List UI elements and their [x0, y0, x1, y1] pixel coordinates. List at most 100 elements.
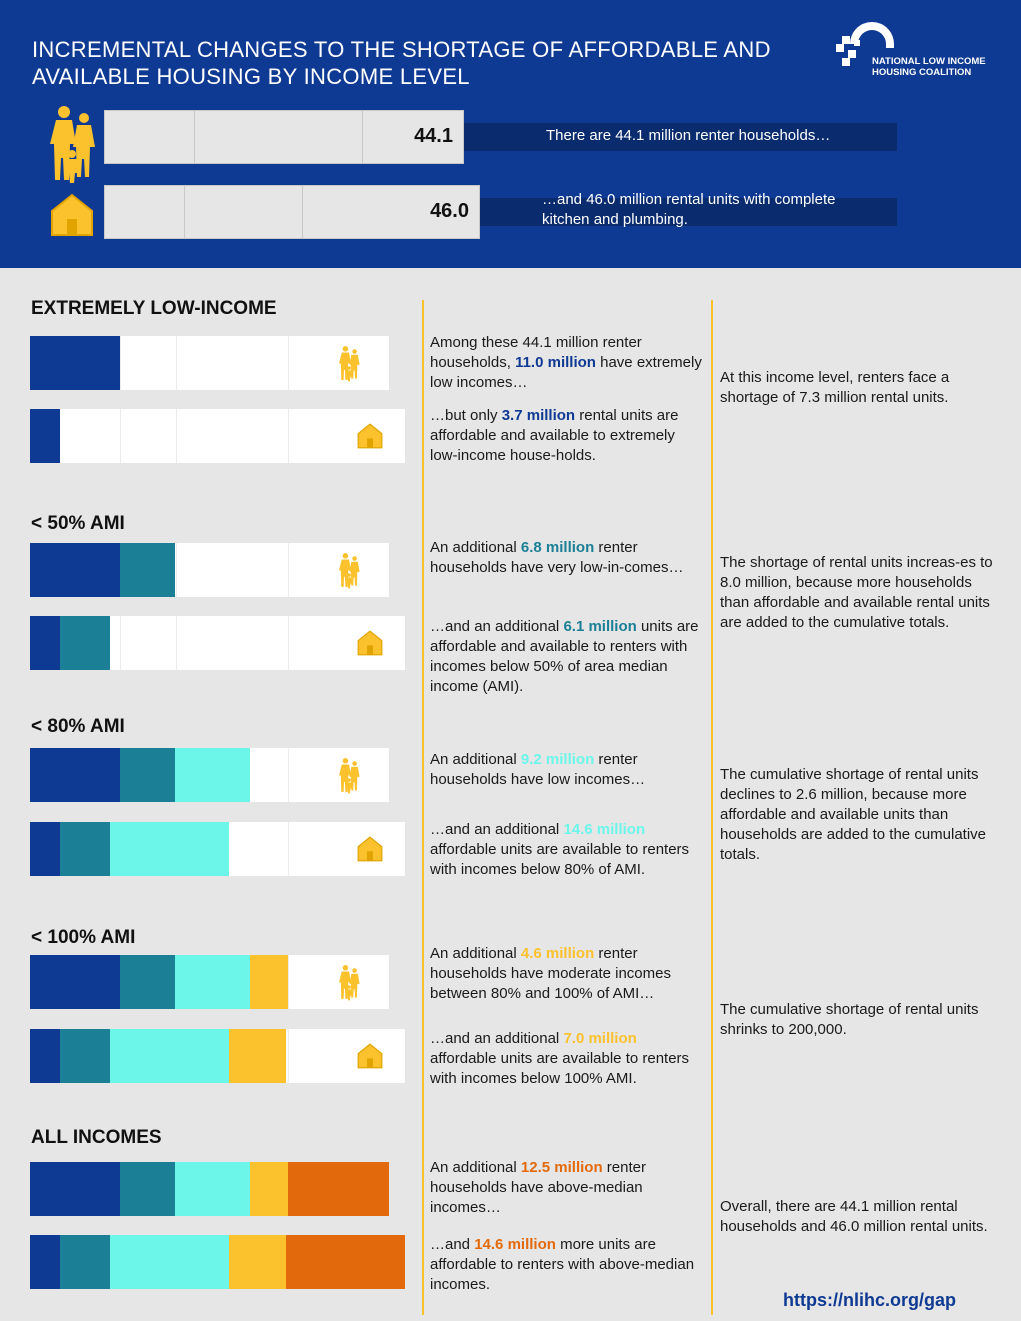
bar-segment-ami50: [119, 1162, 176, 1216]
bar-segment-above: [287, 1162, 390, 1216]
bar-segment-eli: [30, 748, 120, 802]
house-icon: [357, 836, 383, 867]
logo-mark-icon: [836, 22, 894, 66]
bar-segment-eli: [30, 822, 61, 876]
all-summary: Overall, there are 44.1 million rental h…: [720, 1198, 988, 1235]
bar-segment-ami80: [175, 955, 251, 1009]
all-households-bar: [30, 1162, 390, 1216]
ami80-units-highlight: 14.6 million: [563, 821, 646, 838]
units-total-bar: 46.0: [104, 185, 480, 239]
bar-gridline: [288, 1029, 289, 1083]
bar-gridline: [288, 543, 289, 597]
eli-households-highlight: 11.0 million: [515, 354, 596, 371]
units-total-value: 46.0: [430, 200, 469, 222]
bar-gridline: [288, 748, 289, 802]
ami50-summary: The shortage of rental units increas-es …: [720, 554, 993, 631]
bar-segment-eli: [30, 336, 120, 390]
units-note: …and 46.0 million rental units with comp…: [542, 191, 836, 228]
header-banner: INCREMENTAL CHANGES TO THE SHORTAGE OF A…: [0, 0, 1021, 268]
people-icon: [339, 546, 361, 599]
ami100-households-text: An additional 4.6 million renter househo…: [430, 945, 671, 1002]
column-divider-right: [711, 300, 713, 1315]
eli-units-highlight: 3.7 million: [501, 407, 576, 424]
bar-segment-ami50: [119, 955, 176, 1009]
house-icon: [357, 630, 383, 661]
logo-line-1: NATIONAL LOW INCOME: [872, 56, 986, 67]
bar-segment-ami80: [175, 748, 251, 802]
ami100-units-bar: [30, 1029, 405, 1083]
ami100-households-bar: [30, 955, 390, 1011]
ami100-households-highlight: 4.6 million: [520, 945, 595, 962]
bar-segment-ami50: [60, 616, 110, 670]
bar-segment-ami100: [250, 1162, 288, 1216]
section-title-50ami: < 50% AMI: [31, 513, 125, 534]
people-icon: [339, 958, 361, 1011]
house-icon: [357, 423, 383, 454]
all-households-text: An additional 12.5 million renter househ…: [430, 1159, 646, 1216]
bar-segment-eli: [30, 616, 61, 670]
eli-units-bar: [30, 409, 405, 463]
house-icon: [357, 1043, 383, 1074]
page-title: INCREMENTAL CHANGES TO THE SHORTAGE OF A…: [32, 37, 771, 89]
people-icon: [339, 339, 361, 392]
ami50-households-bar: [30, 543, 390, 599]
bar-gridline: [288, 336, 289, 390]
households-total-value: 44.1: [414, 125, 453, 147]
bar-gridline: [288, 616, 289, 670]
bar-segment-ami50: [60, 1235, 110, 1289]
bar-segment-ami80: [109, 822, 229, 876]
ami80-summary: The cumulative shortage of rental units …: [720, 766, 987, 863]
source-link[interactable]: https://nlihc.org/gap: [783, 1290, 956, 1310]
ami50-households-text: An additional 6.8 million renter househo…: [430, 539, 684, 576]
ami100-units-highlight: 7.0 million: [563, 1030, 637, 1047]
ami100-units-text: …and an additional 7.0 million affordabl…: [430, 1030, 690, 1087]
ami50-units-bar: [30, 616, 405, 670]
section-title-80ami: < 80% AMI: [31, 716, 125, 737]
eli-households-bar: [30, 336, 390, 392]
bar-gridline: [120, 409, 121, 463]
all-units-highlight: 14.6 million: [474, 1236, 556, 1253]
households-note: There are 44.1 million renter households…: [464, 123, 897, 151]
bar-segment-ami50: [119, 543, 176, 597]
bar-segment-eli: [30, 543, 120, 597]
all-households-highlight: 12.5 million: [520, 1159, 603, 1176]
bar-gridline: [176, 336, 177, 390]
bar-segment-ami100: [228, 1029, 286, 1083]
bar-segment-eli: [30, 1029, 61, 1083]
house-icon: [51, 193, 93, 236]
bar-segment-ami80: [109, 1029, 229, 1083]
ami100-summary: The cumulative shortage of rental units …: [720, 1001, 979, 1038]
bar-gridline: [176, 616, 177, 670]
bar-gridline: [176, 543, 177, 597]
column-divider-left: [422, 300, 424, 1315]
ami80-households-highlight: 9.2 million: [520, 751, 595, 768]
people-icon: [50, 106, 95, 183]
ami80-households-bar: [30, 748, 390, 804]
ami50-units-text: …and an additional 6.1 million units are…: [430, 618, 699, 695]
bar-gridline: [120, 616, 121, 670]
section-title-eli: EXTREMELY LOW-INCOME: [31, 298, 277, 319]
people-icon: [339, 751, 361, 804]
bar-segment-eli: [30, 955, 120, 1009]
bar-segment-above: [285, 1235, 405, 1289]
all-units-text: …and 14.6 million more units are afforda…: [430, 1236, 695, 1293]
all-units-bar: [30, 1235, 405, 1289]
ami80-units-text: …and an additional 14.6 million affordab…: [430, 821, 690, 878]
eli-summary: At this income level, renters face a sho…: [720, 369, 950, 406]
ami50-units-highlight: 6.1 million: [563, 618, 637, 635]
bar-segment-ami50: [119, 748, 176, 802]
bar-segment-eli: [30, 1162, 120, 1216]
bar-segment-ami50: [60, 822, 110, 876]
bar-segment-eli: [30, 1235, 61, 1289]
bar-gridline: [288, 409, 289, 463]
nlihc-logo: NATIONAL LOW INCOME HOUSING COALITION: [836, 18, 1006, 82]
households-total-bar: 44.1: [104, 110, 464, 164]
ami50-households-highlight: 6.8 million: [520, 539, 595, 556]
bar-segment-ami80: [109, 1235, 229, 1289]
bar-segment-eli: [30, 409, 61, 463]
section-title-100ami: < 100% AMI: [31, 927, 136, 948]
eli-households-text: Among these 44.1 million renter househol…: [430, 334, 702, 391]
bar-segment-ami100: [250, 955, 288, 1009]
section-title-all: ALL INCOMES: [31, 1127, 162, 1148]
eli-units-text: …but only 3.7 million rental units are a…: [430, 407, 679, 464]
